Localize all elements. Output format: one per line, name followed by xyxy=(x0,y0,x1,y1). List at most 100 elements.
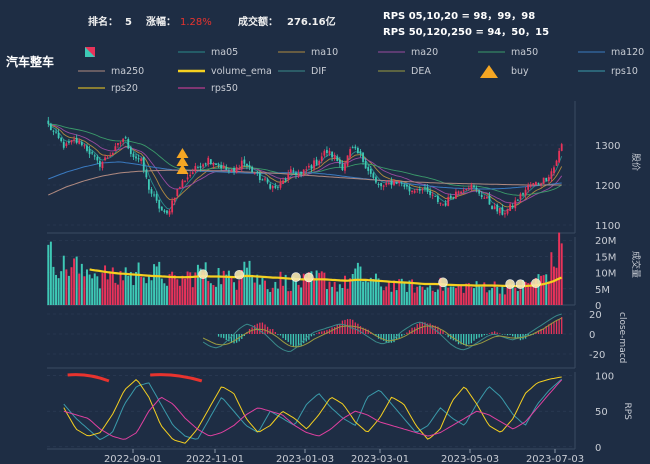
candle-body xyxy=(421,189,424,191)
volume-bar xyxy=(171,271,174,305)
candle-body xyxy=(140,158,143,161)
macd-histogram-bar xyxy=(509,334,511,336)
volume-bar xyxy=(261,277,264,305)
candle-body xyxy=(493,206,496,210)
candle-body xyxy=(233,167,235,172)
candle-body xyxy=(83,145,86,147)
rps-tick-label: 50 xyxy=(595,407,608,418)
volume-bar xyxy=(480,286,483,305)
candle-body xyxy=(336,156,339,161)
candle-body xyxy=(173,197,176,202)
macd-histogram-bar xyxy=(532,334,534,335)
volume-bar xyxy=(454,288,457,305)
candle-body xyxy=(91,152,94,154)
candle-body xyxy=(480,194,483,198)
legend-item-ma250: ma250 xyxy=(78,66,144,77)
rps-tick-label: 100 xyxy=(595,372,614,383)
macd-histogram-bar xyxy=(308,334,310,340)
volume-bar xyxy=(258,284,261,305)
macd-histogram-bar xyxy=(426,323,429,334)
volume-bar xyxy=(307,272,310,305)
macd-histogram-bar xyxy=(310,334,313,337)
macd-histogram-bar xyxy=(334,327,336,334)
volume-bar xyxy=(91,278,94,305)
volume-bar xyxy=(294,281,297,305)
candle-body xyxy=(483,197,486,199)
candle-body xyxy=(302,169,305,174)
candle-body xyxy=(194,166,197,172)
volume-bar xyxy=(532,283,535,305)
candle-body xyxy=(434,195,437,197)
macd-histogram-bar xyxy=(455,334,457,342)
candle-body xyxy=(496,204,499,212)
candle-body xyxy=(62,141,65,148)
volume-bar xyxy=(165,285,168,305)
volume-bar xyxy=(315,270,318,305)
volume-bar xyxy=(67,275,70,305)
candle-body xyxy=(181,180,184,188)
macd-histogram-bar xyxy=(432,324,434,334)
candle-body xyxy=(367,167,370,171)
volume-bar xyxy=(147,274,150,305)
legend-item-ma10: ma10 xyxy=(278,47,338,58)
macd-histogram-bar xyxy=(437,326,439,334)
rps-threshold-marker xyxy=(150,373,203,383)
macd-panel: -20 0 20 close-macd xyxy=(47,310,627,369)
candle-body xyxy=(429,190,432,196)
volume-bar xyxy=(212,284,215,305)
macd-histogram-bar xyxy=(429,323,431,334)
macd-histogram-bar xyxy=(406,332,408,334)
volume-bar xyxy=(289,290,292,305)
legend-label-ma250: ma250 xyxy=(111,66,144,77)
volume-bar xyxy=(106,279,109,305)
candle-body xyxy=(506,209,509,214)
volume-tick-label: 10M xyxy=(595,269,616,280)
macd-histogram-bar xyxy=(408,330,411,334)
macd-histogram-bar xyxy=(424,322,426,334)
volume-bar xyxy=(145,283,148,305)
candle-body xyxy=(540,183,542,185)
rank-value: 5 xyxy=(125,17,132,28)
x-tick-label: 2022-11-01 xyxy=(186,454,244,464)
volume-bar xyxy=(385,286,388,305)
macd-histogram-bar xyxy=(470,334,473,344)
volume-bar xyxy=(220,284,223,305)
volume-bar xyxy=(135,272,137,305)
volume-bar xyxy=(362,281,365,305)
volume-bar xyxy=(369,277,372,305)
volume-bar xyxy=(233,282,236,305)
volume-bar xyxy=(284,274,287,305)
legend-label-volume_ema: volume_ema xyxy=(211,66,272,77)
candle-body xyxy=(269,184,272,189)
volume-bar xyxy=(222,270,225,305)
legend-item-rps10: rps10 xyxy=(578,66,638,77)
candle-body xyxy=(186,177,189,180)
candle-body xyxy=(104,157,106,161)
volume-signal-marker xyxy=(234,269,245,280)
volume-bar xyxy=(217,268,220,305)
candle-body xyxy=(444,203,447,206)
candle-body xyxy=(524,189,527,196)
volume-bar xyxy=(550,252,553,305)
volume-bar xyxy=(204,262,207,305)
price-axis-label: 股价 xyxy=(630,153,641,171)
volume-bar xyxy=(534,277,537,305)
volume-signal-marker xyxy=(304,272,314,283)
candle-body xyxy=(511,205,514,208)
volume-tick-label: 20M xyxy=(595,236,616,247)
macd-histogram-bar xyxy=(401,334,403,337)
candle-body xyxy=(240,160,243,170)
candle-body xyxy=(555,160,558,166)
candle-body xyxy=(297,173,300,175)
candle-body xyxy=(184,180,186,182)
volume-bar xyxy=(153,264,156,305)
candle-body xyxy=(57,132,60,138)
volume-bar xyxy=(416,286,419,305)
volume-bar xyxy=(142,277,145,305)
candle-body xyxy=(400,182,403,184)
candle-body xyxy=(416,188,419,190)
candle-body xyxy=(202,164,204,167)
volume-bar xyxy=(522,280,524,305)
volume-bar xyxy=(98,288,101,305)
candle-body xyxy=(333,155,336,160)
